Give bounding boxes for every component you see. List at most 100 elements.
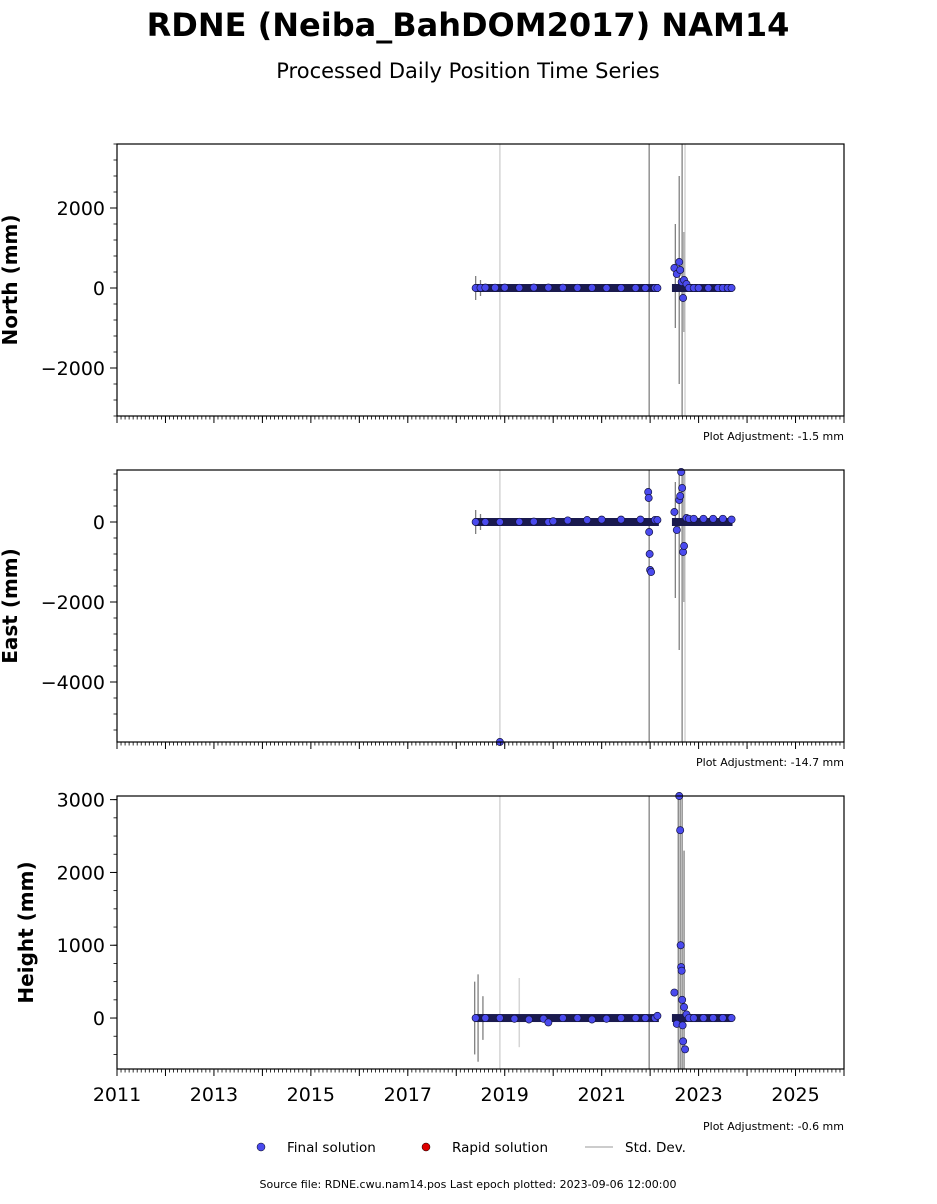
height-final-point (525, 1015, 533, 1024)
east-final-point (645, 528, 654, 536)
height-final-point (641, 1014, 650, 1022)
height-final-point (481, 1014, 490, 1022)
figure-title: RDNE (Neiba_BahDOM2017) NAM14 (147, 6, 790, 44)
north-y-tick-label: 2000 (57, 198, 105, 220)
height-final-point (678, 1021, 687, 1030)
height-x-tick-label: 2025 (771, 1084, 819, 1106)
east-final-point (689, 514, 698, 523)
east-final-point (727, 515, 736, 524)
east-final-point (644, 494, 653, 502)
east-final-point (709, 514, 718, 523)
east-final-point (647, 568, 656, 576)
height-final-point (558, 1014, 567, 1022)
east-final-point (529, 517, 538, 526)
east-final-point (718, 514, 727, 523)
height-final-point (653, 1011, 662, 1020)
north-final-point (602, 284, 611, 292)
north-plot-adjustment: Plot Adjustment: -1.5 mm (703, 430, 844, 443)
east-plot-adjustment: Plot Adjustment: -14.7 mm (696, 756, 844, 769)
east-axes-frame (116, 469, 845, 743)
north-final-point (588, 283, 596, 292)
height-y-tick-label: 2000 (57, 862, 105, 884)
east-final-point (645, 550, 654, 558)
height-final-point (631, 1014, 640, 1022)
height-final-point (676, 941, 685, 950)
legend-stddev-label: Std. Dev. (625, 1140, 686, 1156)
panel-height: 0 1000 2000 3000 2011 2013 2015 2017 2019 2021 202… (14, 790, 845, 1133)
height-final-point (544, 1018, 553, 1027)
north-final-point (481, 283, 490, 292)
east-final-point (471, 518, 480, 526)
figure-subtitle: Processed Daily Position Time Series (276, 59, 660, 83)
legend: Final solution Rapid solution Std. Dev. (256, 1140, 686, 1156)
legend-final-label: Final solution (287, 1140, 376, 1156)
north-final-point (491, 283, 499, 292)
height-final-point (677, 966, 686, 975)
height-final-point (602, 1014, 611, 1023)
east-final-point (676, 492, 685, 500)
height-final-point (681, 1045, 689, 1054)
height-final-point (617, 1014, 626, 1022)
east-final-point (515, 517, 524, 526)
height-axes-frame (116, 795, 845, 1070)
height-y-tick-label: 1000 (57, 935, 105, 957)
north-final-point (704, 284, 713, 292)
east-final-point (636, 515, 645, 524)
north-final-point (679, 294, 688, 302)
north-final-point (631, 284, 640, 292)
east-final-point (699, 514, 708, 523)
north-final-point (544, 283, 553, 292)
north-final-point (676, 266, 685, 274)
height-y-axis-label: Height (mm) (14, 861, 38, 1003)
height-final-point (689, 1014, 698, 1022)
height-x-tick-label: 2023 (674, 1084, 722, 1106)
north-final-point (558, 283, 567, 292)
east-final-point (481, 518, 490, 526)
north-final-point (694, 284, 703, 292)
east-final-point (617, 515, 626, 524)
east-final-point (549, 517, 558, 526)
north-final-point (727, 284, 736, 292)
north-final-point (617, 284, 626, 292)
north-final-point (675, 258, 684, 266)
east-final-point (597, 515, 606, 524)
height-x-tick-label: 2017 (384, 1084, 432, 1106)
height-x-tick-label: 2011 (93, 1084, 141, 1106)
east-final-point (583, 516, 592, 524)
height-final-point (699, 1014, 708, 1022)
height-final-point (471, 1014, 480, 1022)
east-final-point (563, 516, 572, 525)
height-final-point (573, 1014, 582, 1022)
height-y-tick-label: 0 (93, 1008, 105, 1030)
east-final-point (678, 484, 687, 492)
north-y-tick-label: −2000 (41, 358, 105, 380)
east-final-point (653, 516, 662, 524)
height-final-point (680, 1003, 689, 1012)
height-final-point (727, 1014, 736, 1022)
panel-east: −4000 −2000 0 East (mm) Plot Adjustment: -14… (0, 468, 845, 769)
height-final-point (709, 1014, 718, 1022)
source-footer: Source file: RDNE.cwu.nam14.pos Last epo… (260, 1178, 677, 1191)
east-y-tick-label: 0 (93, 512, 105, 534)
east-y-tick-label: −2000 (41, 592, 105, 614)
height-final-point (676, 826, 685, 835)
height-plot-adjustment: Plot Adjustment: -0.6 mm (703, 1120, 844, 1133)
height-final-point (678, 995, 687, 1004)
height-x-tick-label: 2013 (190, 1084, 238, 1106)
north-final-point (500, 283, 509, 292)
height-x-tick-label: 2019 (481, 1084, 529, 1106)
east-final-point (495, 518, 504, 526)
height-x-tick-label: 2021 (577, 1084, 625, 1106)
north-y-tick-label: 0 (93, 278, 105, 300)
height-final-point (510, 1014, 519, 1023)
north-final-point (653, 284, 662, 292)
east-y-axis-label: East (mm) (0, 548, 22, 664)
east-final-point (672, 526, 681, 534)
north-y-axis-label: North (mm) (0, 214, 22, 345)
height-x-tick-label: 2015 (287, 1084, 335, 1106)
height-final-point (718, 1014, 727, 1022)
panel-north: −2000 0 2000 North (mm) Plot Adjustment: -1.… (0, 143, 845, 443)
east-final-point (670, 508, 679, 516)
north-final-point (515, 283, 524, 292)
